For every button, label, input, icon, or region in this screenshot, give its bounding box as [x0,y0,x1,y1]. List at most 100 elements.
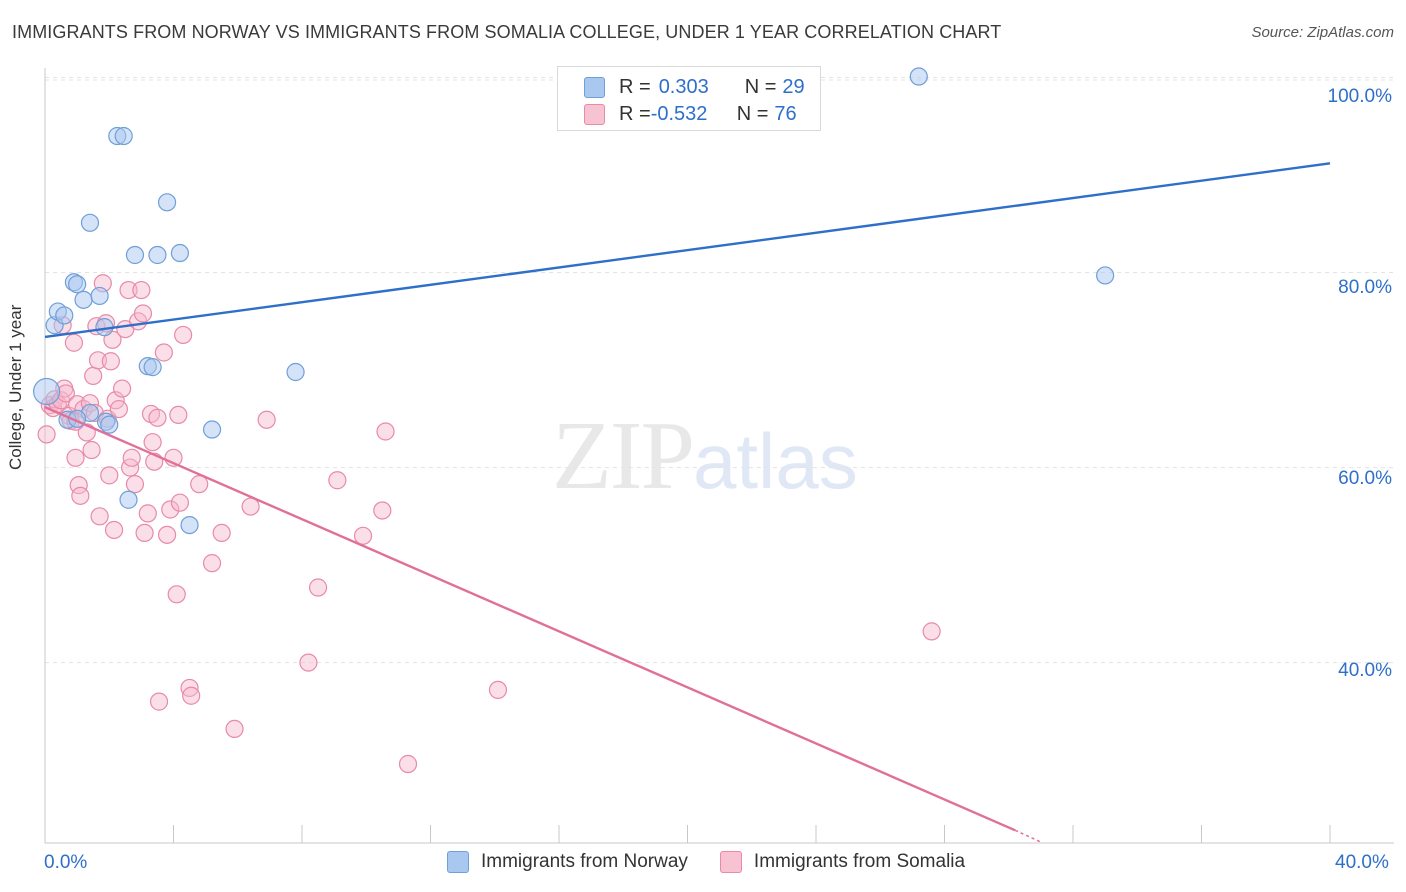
somalia-point [398,754,418,774]
somalia-point [161,500,180,519]
norway-swatch [584,76,605,98]
legend-item-somalia[interactable]: Immigrants from Somalia [719,851,966,873]
somalia-point [101,352,120,371]
somalia-point [182,686,201,705]
somalia-point [373,501,392,520]
x-tick-label: 40.0% [1335,852,1389,873]
norway-point [143,358,162,377]
somalia-point [66,448,85,467]
y-axis-label: College, Under 1 year [6,304,25,470]
somalia-point [64,333,84,352]
somalia-point [109,399,128,419]
somalia-point [125,475,145,494]
somalia-n-value: 76 [774,102,797,125]
somalia-point [922,622,941,641]
legend-item-norway[interactable]: Immigrants from Norway [447,851,688,873]
somalia-point [132,280,151,300]
norway-legend-swatch [447,851,469,873]
series-legend: Immigrants from Norway Immigrants from S… [447,851,997,873]
norway-r-value: 0.303 [658,75,709,98]
somalia-legend-swatch [719,851,742,873]
somalia-point [82,440,101,460]
y-tick-label: 60.0% [1338,468,1392,489]
series-norway-points [33,67,1115,535]
somalia-point [112,379,132,398]
norway-point [119,490,138,509]
somalia-point [167,585,186,604]
norway-point [286,362,305,382]
norway-point [148,245,167,265]
somalia-point [157,525,177,544]
norway-n-label: N = [744,75,777,98]
legend-row-somalia: R = -0.532 N = 76 [584,102,797,126]
grid [45,77,1394,664]
somalia-point [71,486,90,505]
somalia-point [202,554,222,573]
watermark-atlas: atlas [693,417,858,505]
watermark-zip: ZIP [552,402,695,510]
norway-point [68,275,87,294]
correlation-legend: R = 0.303 N = 29 R = -0.532 N = 76 [557,66,821,131]
norway-point [100,415,119,434]
somalia-point [308,578,328,597]
x-tick-label: 0.0% [44,852,88,873]
somalia-point [353,526,373,545]
norway-r-label: R = [619,75,651,98]
norway-point [55,306,74,325]
somalia-point [100,466,119,485]
somalia-point [138,504,157,523]
somalia-point [169,405,188,425]
somalia-point [212,523,231,543]
norway-point [909,67,928,86]
somalia-point [122,448,141,467]
somalia-point [88,351,108,370]
norway-point [80,213,100,232]
source-label: Source: ZipAtlas.com [1251,24,1394,41]
somalia-point [225,719,244,739]
legend-label-somalia: Immigrants from Somalia [753,851,966,872]
y-tick-label: 40.0% [1338,660,1392,681]
watermark: ZIPatlas [552,400,858,512]
somalia-point [376,422,395,441]
somalia-point [84,366,103,386]
norway-point [1096,266,1115,285]
trend-lines [44,162,1331,843]
norway-point [33,377,61,406]
somalia-point [299,653,318,672]
somalia-point [328,471,347,490]
somalia-r-value: -0.532 [650,102,708,125]
axes [44,68,1394,844]
somalia-point [170,493,190,512]
somalia-point [257,410,276,429]
y-tick-label: 80.0% [1338,277,1392,298]
norway-point [90,286,109,306]
somalia-point [37,425,56,444]
somalia-point [488,680,508,700]
y-tick-label: 100.0% [1327,86,1392,107]
norway-point [170,243,190,263]
somalia-point [143,433,162,452]
somalia-swatch [584,103,605,125]
norway-point [157,193,177,212]
somalia-point [119,280,138,300]
norway-point [125,245,145,265]
legend-label-norway: Immigrants from Norway [481,851,688,872]
norway-n-value: 29 [782,75,805,98]
legend-row-norway: R = 0.303 N = 29 [584,75,805,99]
somalia-point [90,507,109,526]
somalia-point [148,408,167,427]
somalia-point [104,520,124,540]
norway-trend-line [44,162,1331,339]
somalia-trend-extension [1014,829,1042,843]
somalia-n-label: N = [736,102,769,125]
somalia-point [154,343,173,362]
chart-title: IMMIGRANTS FROM NORWAY VS IMMIGRANTS FRO… [12,22,1002,42]
somalia-point [149,692,169,711]
norway-point [74,290,93,309]
norway-point [202,420,222,439]
series-somalia-points [37,274,941,774]
somalia-point [135,523,154,543]
somalia-point [174,325,193,345]
norway-point [114,126,133,146]
